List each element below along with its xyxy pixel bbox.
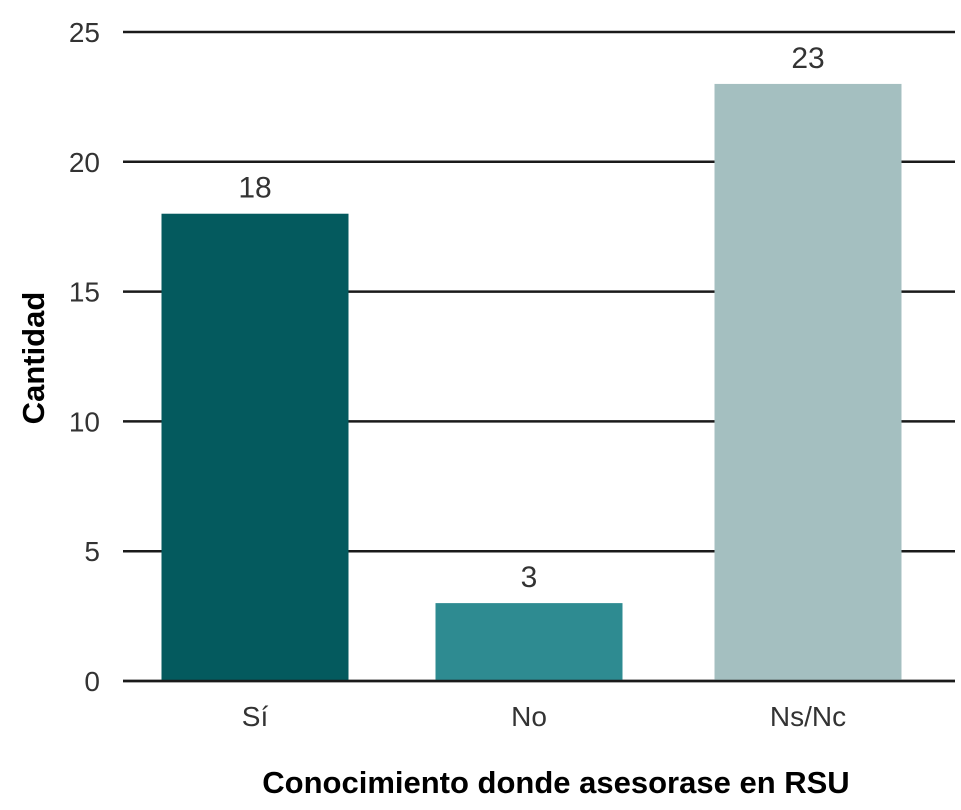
bar bbox=[435, 603, 623, 681]
category-label: Ns/Nc bbox=[770, 701, 846, 732]
bars bbox=[161, 83, 902, 682]
y-tick-label: 10 bbox=[69, 406, 100, 437]
category-label: No bbox=[511, 701, 547, 732]
y-tick-label: 20 bbox=[69, 147, 100, 178]
data-label: 18 bbox=[238, 172, 271, 205]
x-axis-title: Conocimiento donde asesorase en RSU bbox=[262, 765, 849, 800]
category-labels: Sí No Ns/Nc bbox=[242, 701, 846, 732]
y-tick-label: 15 bbox=[69, 277, 100, 308]
bar bbox=[161, 213, 349, 681]
data-label: 3 bbox=[521, 561, 538, 594]
data-labels: 18 3 23 bbox=[238, 42, 824, 594]
bar bbox=[714, 83, 902, 682]
y-axis-title: Cantidad bbox=[16, 292, 51, 425]
y-tick-labels: 0 5 10 15 20 25 bbox=[69, 17, 100, 697]
y-tick-label: 25 bbox=[69, 17, 100, 48]
y-tick-label: 0 bbox=[84, 666, 100, 697]
data-label: 23 bbox=[791, 42, 824, 75]
category-label: Sí bbox=[242, 701, 269, 732]
y-tick-label: 5 bbox=[84, 536, 100, 567]
